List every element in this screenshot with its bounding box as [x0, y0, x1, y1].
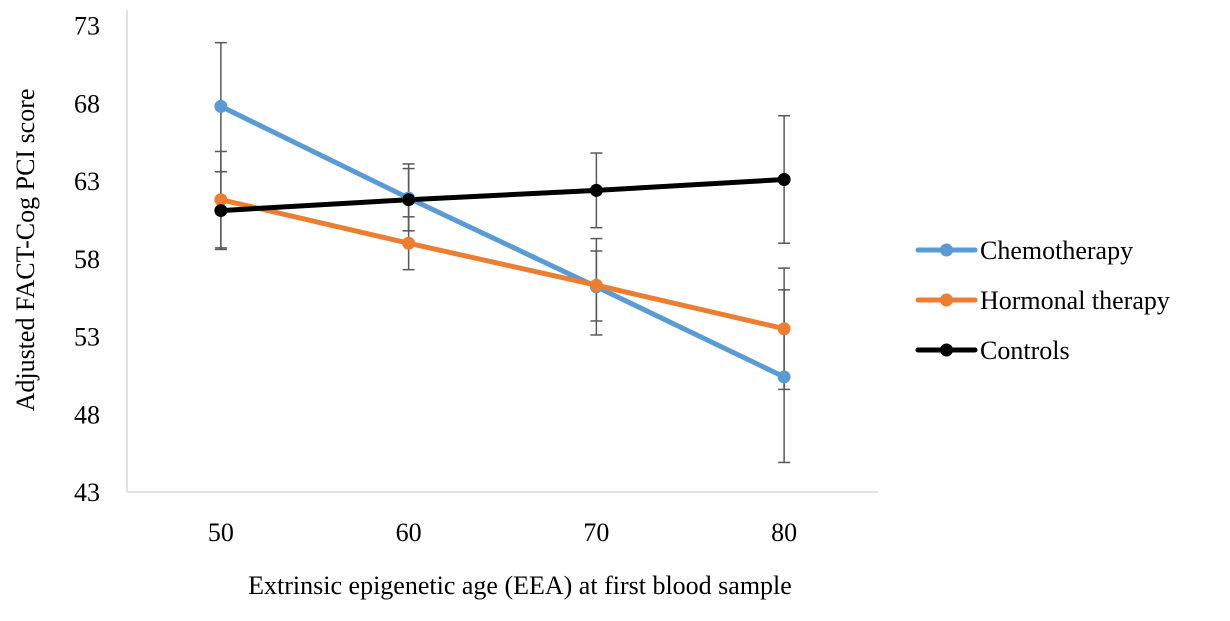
x-tick-label: 60	[396, 518, 422, 547]
data-point	[589, 278, 603, 292]
y-tick-label: 73	[74, 12, 100, 41]
y-tick-label: 53	[74, 323, 100, 352]
x-tick-label: 80	[771, 518, 797, 547]
error-bars	[214, 41, 791, 464]
y-tick-label: 43	[74, 478, 100, 507]
series-line	[218, 197, 787, 332]
data-point	[402, 236, 416, 250]
tick-labels: 43 48 53 58 63 68 73 50 60 70 80	[74, 12, 797, 547]
series-line	[218, 103, 787, 380]
y-tick-label: 48	[74, 400, 100, 429]
data-point	[777, 322, 791, 336]
legend: Chemotherapy Hormonal therapy Controls	[915, 236, 1170, 365]
data-point	[589, 183, 603, 197]
x-tick-label: 70	[583, 518, 609, 547]
series-points	[214, 99, 791, 384]
data-point	[402, 193, 416, 207]
x-axis-title: Extrinsic epigenetic age (EEA) at first …	[248, 571, 792, 600]
axes	[126, 10, 878, 493]
data-point	[214, 204, 228, 218]
data-point	[777, 370, 791, 384]
legend-label: Hormonal therapy	[980, 286, 1170, 315]
legend-marker	[940, 293, 953, 307]
y-axis-title: Adjusted FACT-Cog PCI score	[11, 89, 40, 412]
legend-label: Chemotherapy	[980, 236, 1133, 265]
data-point	[777, 172, 791, 186]
y-tick-label: 63	[74, 167, 100, 196]
y-tick-label: 58	[74, 245, 100, 274]
series-lines	[218, 103, 787, 380]
x-tick-label: 50	[208, 518, 234, 547]
legend-marker	[940, 243, 953, 257]
y-tick-label: 68	[74, 89, 100, 118]
series-line	[218, 177, 787, 214]
data-point	[214, 193, 228, 207]
legend-marker	[940, 343, 953, 357]
legend-label: Controls	[980, 336, 1070, 365]
data-point	[214, 99, 228, 113]
